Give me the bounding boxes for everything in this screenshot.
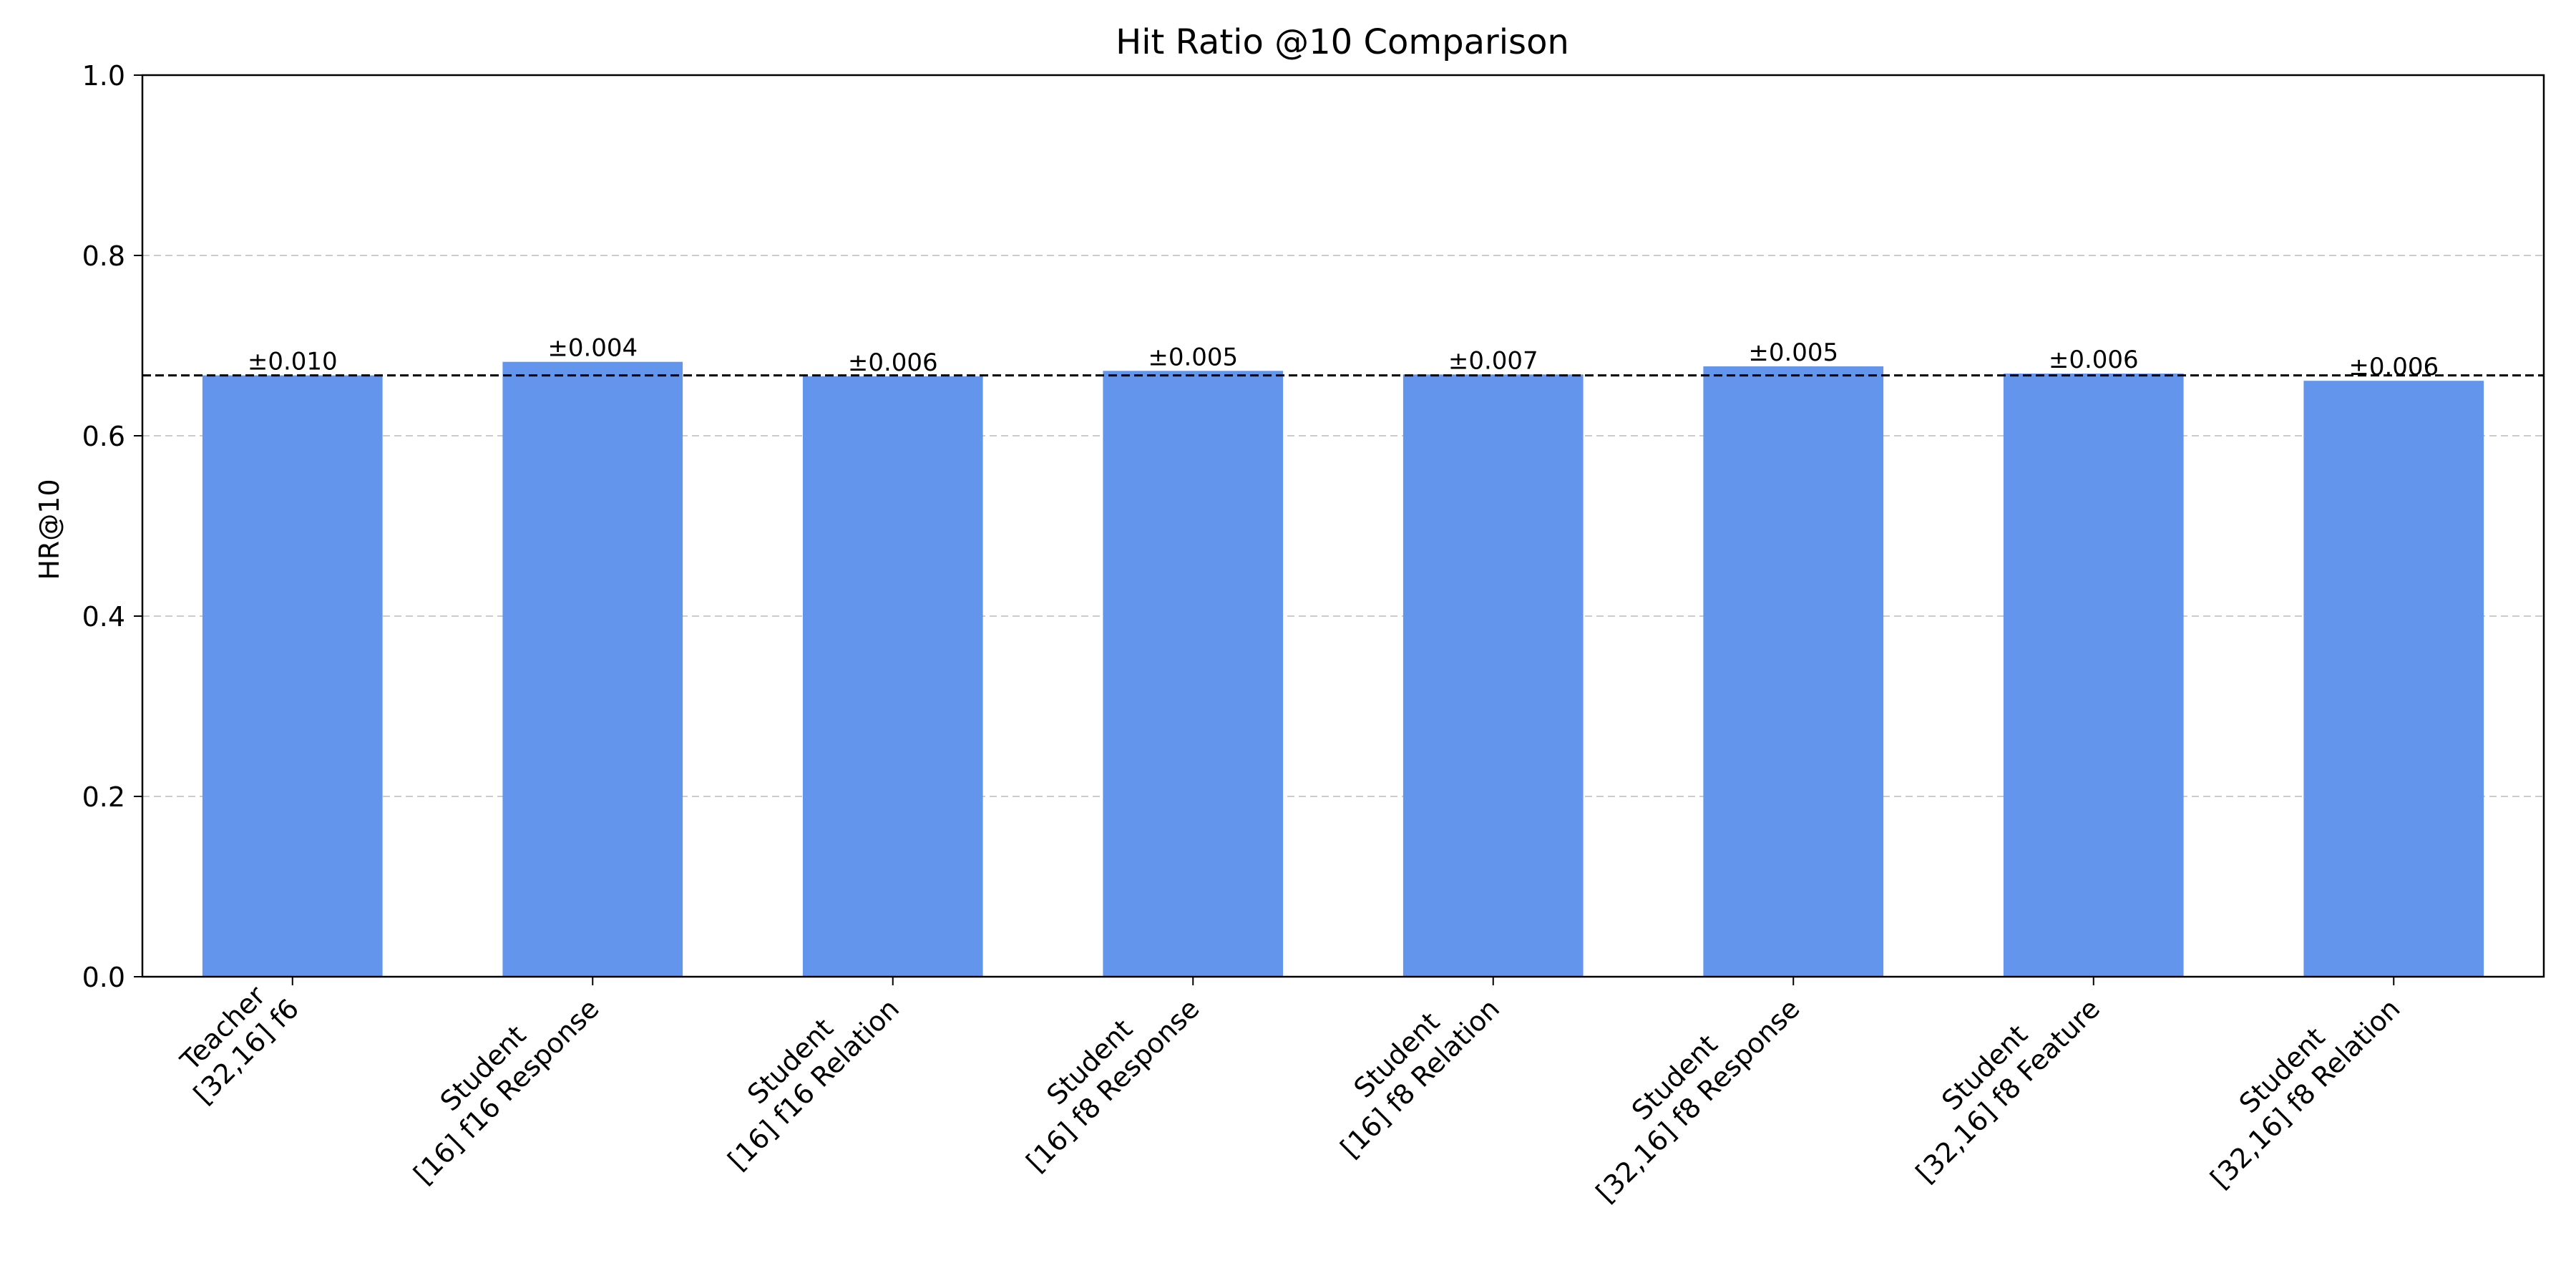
axes [141,74,2545,978]
x-tick-label: Student[16] f16 Relation [698,970,905,1176]
bar [1103,371,1284,977]
x-tick-label: Student[16] f16 Response [384,970,605,1191]
x-tick-label: Teacher[32,16] f6 [165,970,306,1111]
bar-error-label: ±0.005 [1148,343,1238,371]
chart-title: Hit Ratio @10 Comparison [1116,22,1569,62]
bar [502,361,683,977]
y-tick-label: 0.6 [82,421,125,452]
bar-error-label: ±0.006 [2049,346,2139,374]
y-tick-label: 0.2 [82,781,125,813]
bar [202,375,383,977]
x-tick-label: Student[32,16] f8 Relation [2181,970,2406,1195]
bar [2003,374,2184,977]
x-tick-label: Student[32,16] f8 Response [1566,970,1805,1209]
bar [1402,374,1584,977]
bar-error-label: ±0.007 [1448,346,1538,375]
bar-error-label: ±0.010 [248,348,338,376]
x-tick-label: Student[32,16] f8 Feature [1886,970,2106,1189]
bar-error-label: ±0.005 [1748,338,1838,367]
error-labels: ±0.010 ±0.004 ±0.006 ±0.005 ±0.007 ±0.005 ±0.0… [248,334,2439,381]
y-tick-label: 0.4 [82,601,125,633]
bar-error-label: ±0.004 [547,334,638,363]
y-tick-label: 0.8 [82,240,125,272]
y-axis-ticks: 0.0 0.2 0.4 0.6 0.8 1.0 [82,60,142,993]
bars [202,361,2484,977]
y-axis-label: HR@10 [34,479,65,580]
y-tick-label: 1.0 [82,60,125,92]
x-tick-label: Student[16] f8 Relation [1311,970,1506,1164]
bar-error-label: ±0.006 [848,348,938,377]
bar-error-label: ±0.006 [2348,353,2439,381]
plot-frame [141,74,2545,978]
x-axis-ticks: Teacher[32,16] f6 Student[16] f16 Respons… [165,970,2406,1209]
y-tick-label: 0.0 [82,962,125,993]
bar [1703,366,1884,977]
x-tick-label: Student[16] f8 Response [997,970,1205,1178]
bar [2303,381,2484,977]
bar [802,376,983,977]
